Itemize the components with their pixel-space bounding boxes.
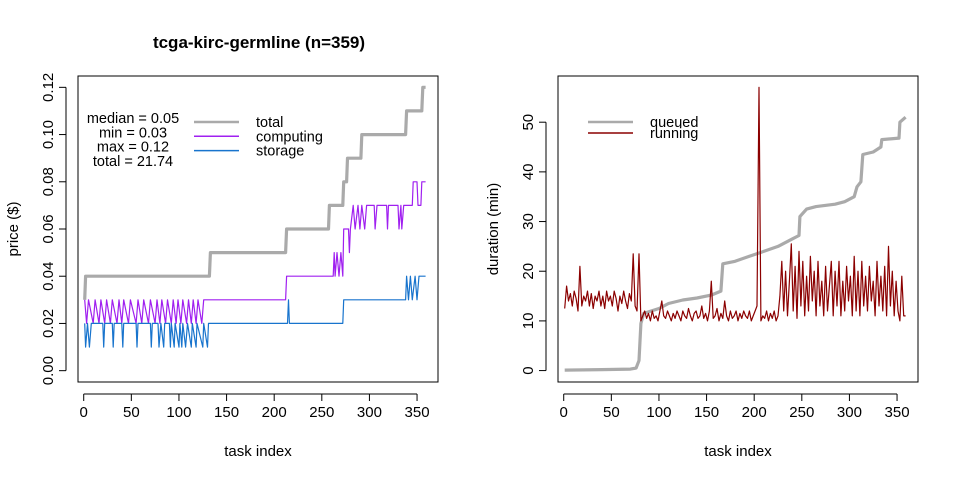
- y-tick-label: 20: [520, 263, 537, 280]
- x-axis: 0 50 100 150 200 250 300 350 task index: [80, 393, 430, 460]
- x-tick-label: 50: [603, 404, 620, 421]
- y-tick-label: 0.04: [40, 262, 57, 291]
- y-axis-label: duration (min): [485, 183, 502, 276]
- series-group: [83, 85, 426, 348]
- y-tick-label: 10: [520, 313, 537, 330]
- series-line-storage: [84, 275, 426, 348]
- stat-median: median = 0.05: [87, 111, 179, 127]
- x-tick-label: 50: [123, 404, 140, 421]
- legend-label-computing: computing: [256, 129, 323, 145]
- x-axis-label: task index: [224, 443, 292, 460]
- y-tick-label: 0.08: [40, 167, 57, 196]
- x-tick-label: 0: [80, 404, 88, 421]
- x-tick-label: 300: [837, 404, 862, 421]
- chart-title: tcga-kirc-germline (n=359): [153, 33, 365, 52]
- y-tick-label: 50: [520, 114, 537, 131]
- y-tick-label: 40: [520, 164, 537, 181]
- x-tick-label: 300: [357, 404, 382, 421]
- x-tick-label: 100: [646, 404, 671, 421]
- y-axis: 0.00 0.02 0.04 0.06 0.08 0.10 0.12 price ($): [5, 73, 67, 385]
- stat-total: total = 21.74: [93, 154, 173, 170]
- y-axis-label: price ($): [5, 201, 22, 256]
- series-line-computing: [84, 181, 426, 324]
- series-line-running: [564, 86, 906, 322]
- plot-frame: [77, 75, 439, 383]
- x-axis-label: task index: [704, 443, 772, 460]
- y-tick-label: 0: [520, 366, 537, 374]
- series-line-total: [83, 85, 426, 300]
- y-tick-label: 0.10: [40, 120, 57, 149]
- y-tick-label: 0.02: [40, 309, 57, 338]
- x-axis: 0 50 100 150 200 250 300 350 task index: [560, 393, 910, 460]
- x-tick-label: 250: [789, 404, 814, 421]
- duration-panel: 0 50 100 150 200 250 300 350 task index 0 10 20 30 40…: [485, 75, 919, 460]
- x-tick-label: 250: [309, 404, 334, 421]
- series-line-queued: [564, 115, 907, 372]
- x-tick-label: 0: [560, 404, 568, 421]
- y-tick-label: 0.12: [40, 73, 57, 102]
- legend-label-total: total: [256, 115, 283, 131]
- x-tick-label: 100: [166, 404, 191, 421]
- y-tick-label: 0.06: [40, 214, 57, 243]
- x-tick-label: 200: [742, 404, 767, 421]
- series-group: [564, 86, 907, 372]
- stat-max: max = 0.12: [97, 140, 169, 156]
- x-tick-label: 150: [214, 404, 239, 421]
- stat-min: min = 0.03: [99, 125, 167, 141]
- x-tick-label: 350: [885, 404, 910, 421]
- x-tick-label: 200: [262, 404, 287, 421]
- x-tick-label: 350: [405, 404, 430, 421]
- y-tick-label: 30: [520, 213, 537, 230]
- plot-frame: [557, 75, 919, 383]
- legend-label-running: running: [650, 126, 698, 142]
- y-axis: 0 10 20 30 40 50 duration (min): [485, 114, 547, 375]
- legend-label-storage: storage: [256, 144, 304, 160]
- x-tick-label: 150: [694, 404, 719, 421]
- legend-label-queued: queued: [650, 115, 698, 131]
- y-tick-label: 0.00: [40, 356, 57, 385]
